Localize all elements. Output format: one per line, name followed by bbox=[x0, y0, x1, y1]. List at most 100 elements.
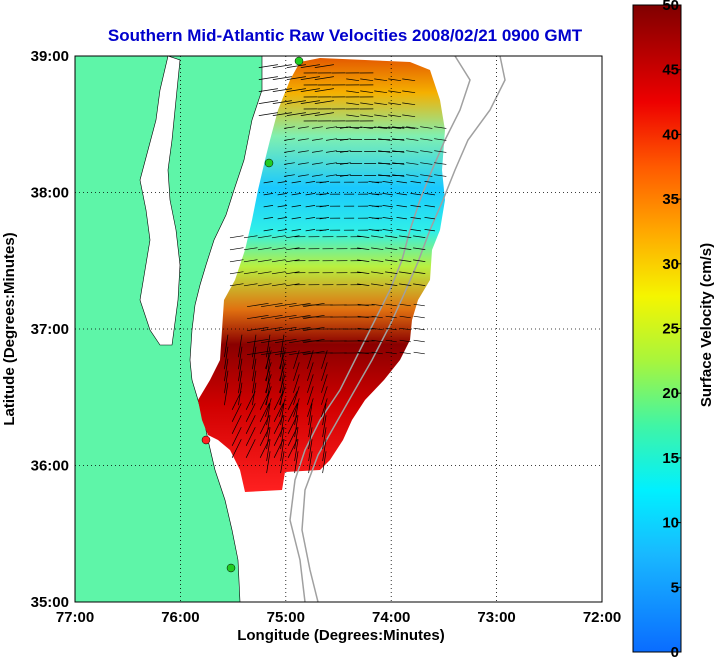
velocity-arrow bbox=[357, 351, 369, 355]
velocity-arrow bbox=[293, 398, 300, 417]
velocity-arrow bbox=[322, 415, 327, 438]
velocity-arrow bbox=[434, 150, 447, 153]
velocity-arrow bbox=[286, 88, 306, 92]
velocity-arrow bbox=[258, 88, 278, 92]
velocity-arrow bbox=[271, 259, 286, 263]
velocity-arrow bbox=[321, 386, 328, 405]
velocity-arrow bbox=[229, 259, 244, 263]
velocity-arrow bbox=[272, 64, 292, 68]
velocity-arrow bbox=[420, 162, 433, 165]
colorbar-tick-label: 15 bbox=[662, 450, 679, 467]
velocity-arrow bbox=[322, 403, 327, 426]
velocity-arrow bbox=[371, 315, 383, 319]
velocity-arrow bbox=[371, 283, 384, 286]
velocity-arrow bbox=[266, 358, 271, 382]
y-tick-label: 35:00 bbox=[31, 594, 69, 611]
y-tick-label: 37:00 bbox=[31, 321, 69, 338]
velocity-arrow bbox=[321, 350, 328, 369]
velocity-arrow bbox=[308, 451, 313, 474]
velocity-arrow bbox=[231, 415, 242, 434]
hf-radar-site bbox=[264, 158, 274, 168]
hf-radar-site bbox=[294, 56, 304, 66]
velocity-arrow bbox=[291, 193, 302, 196]
velocity-arrow bbox=[371, 339, 383, 343]
x-tick-label: 77:00 bbox=[56, 609, 94, 626]
velocity-arrow bbox=[406, 126, 419, 129]
velocity-arrow bbox=[277, 181, 288, 184]
velocity-arrow bbox=[325, 174, 337, 177]
velocity-arrow bbox=[402, 78, 416, 82]
velocity-arrow bbox=[413, 247, 426, 250]
velocity-arrow bbox=[300, 88, 320, 92]
velocity-arrow bbox=[265, 374, 272, 393]
velocity-arrow bbox=[291, 229, 302, 232]
velocity-arrow bbox=[263, 217, 274, 220]
velocity-arrow bbox=[307, 374, 314, 393]
velocity-arrow bbox=[311, 150, 323, 153]
velocity-arrow bbox=[247, 338, 269, 344]
velocity-arrow bbox=[357, 271, 370, 274]
velocity-arrow bbox=[279, 350, 286, 369]
velocity-arrow bbox=[420, 174, 433, 177]
velocity-arrow bbox=[402, 114, 416, 118]
velocity-arrow bbox=[406, 150, 419, 153]
colorbar-tick-label: 10 bbox=[662, 515, 679, 532]
velocity-arrow bbox=[388, 78, 402, 82]
velocity-arrow bbox=[265, 362, 272, 381]
velocity-arrow bbox=[413, 303, 425, 307]
velocity-arrow bbox=[305, 229, 316, 232]
velocity-arrow bbox=[257, 283, 272, 287]
velocity-arrow bbox=[261, 314, 283, 320]
velocity-arrow bbox=[271, 271, 286, 275]
velocity-arrow bbox=[243, 271, 258, 275]
velocity-arrow bbox=[258, 64, 278, 68]
velocity-arrow bbox=[346, 90, 360, 94]
velocity-arrow bbox=[402, 90, 416, 94]
velocity-arrow bbox=[357, 283, 370, 286]
velocity-arrow bbox=[424, 217, 436, 220]
velocity-arrow bbox=[305, 193, 316, 196]
colorbar-tick-label: 40 bbox=[662, 126, 679, 143]
velocity-arrow bbox=[263, 229, 274, 232]
velocity-arrow bbox=[434, 138, 447, 141]
velocity-arrow bbox=[371, 259, 384, 262]
velocity-arrow bbox=[231, 439, 242, 458]
velocity-arrow bbox=[287, 391, 298, 410]
velocity-arrow bbox=[273, 403, 284, 422]
hf-radar-site bbox=[226, 563, 236, 573]
velocity-arrow bbox=[368, 205, 380, 208]
velocity-arrow bbox=[300, 64, 320, 68]
velocity-arrow bbox=[413, 235, 426, 238]
velocity-arrow bbox=[378, 150, 391, 153]
velocity-arrow bbox=[308, 427, 313, 450]
velocity-arrow bbox=[243, 283, 258, 287]
velocity-arrow bbox=[307, 362, 314, 381]
velocity-arrow bbox=[258, 100, 278, 104]
velocity-arrow bbox=[243, 247, 258, 251]
velocity-field bbox=[198, 58, 445, 492]
y-tick-label: 39:00 bbox=[31, 48, 69, 65]
velocity-arrow bbox=[371, 327, 383, 331]
velocity-arrow bbox=[396, 193, 408, 196]
velocity-arrow bbox=[259, 391, 270, 410]
velocity-arrow bbox=[266, 346, 271, 370]
velocity-arrow bbox=[293, 386, 300, 405]
velocity-arrow bbox=[265, 398, 272, 417]
velocity-arrow bbox=[314, 112, 334, 116]
velocity-arrow bbox=[420, 126, 433, 129]
velocity-arrow bbox=[289, 314, 311, 320]
bathymetry-contour bbox=[301, 56, 506, 602]
velocity-arrow bbox=[272, 100, 292, 104]
velocity-arrow bbox=[307, 386, 314, 405]
velocity-arrow bbox=[245, 391, 256, 410]
velocity-arrow bbox=[224, 334, 229, 358]
velocity-arrow bbox=[424, 193, 436, 196]
velocity-arrow bbox=[396, 217, 408, 220]
velocity-arrow bbox=[382, 217, 394, 220]
velocity-arrow bbox=[238, 358, 243, 382]
velocity-arrow bbox=[266, 334, 271, 358]
velocity-arrow bbox=[231, 427, 242, 446]
velocity-arrow bbox=[321, 374, 328, 393]
velocity-arrow bbox=[294, 427, 299, 450]
velocity-arrow bbox=[311, 138, 323, 141]
